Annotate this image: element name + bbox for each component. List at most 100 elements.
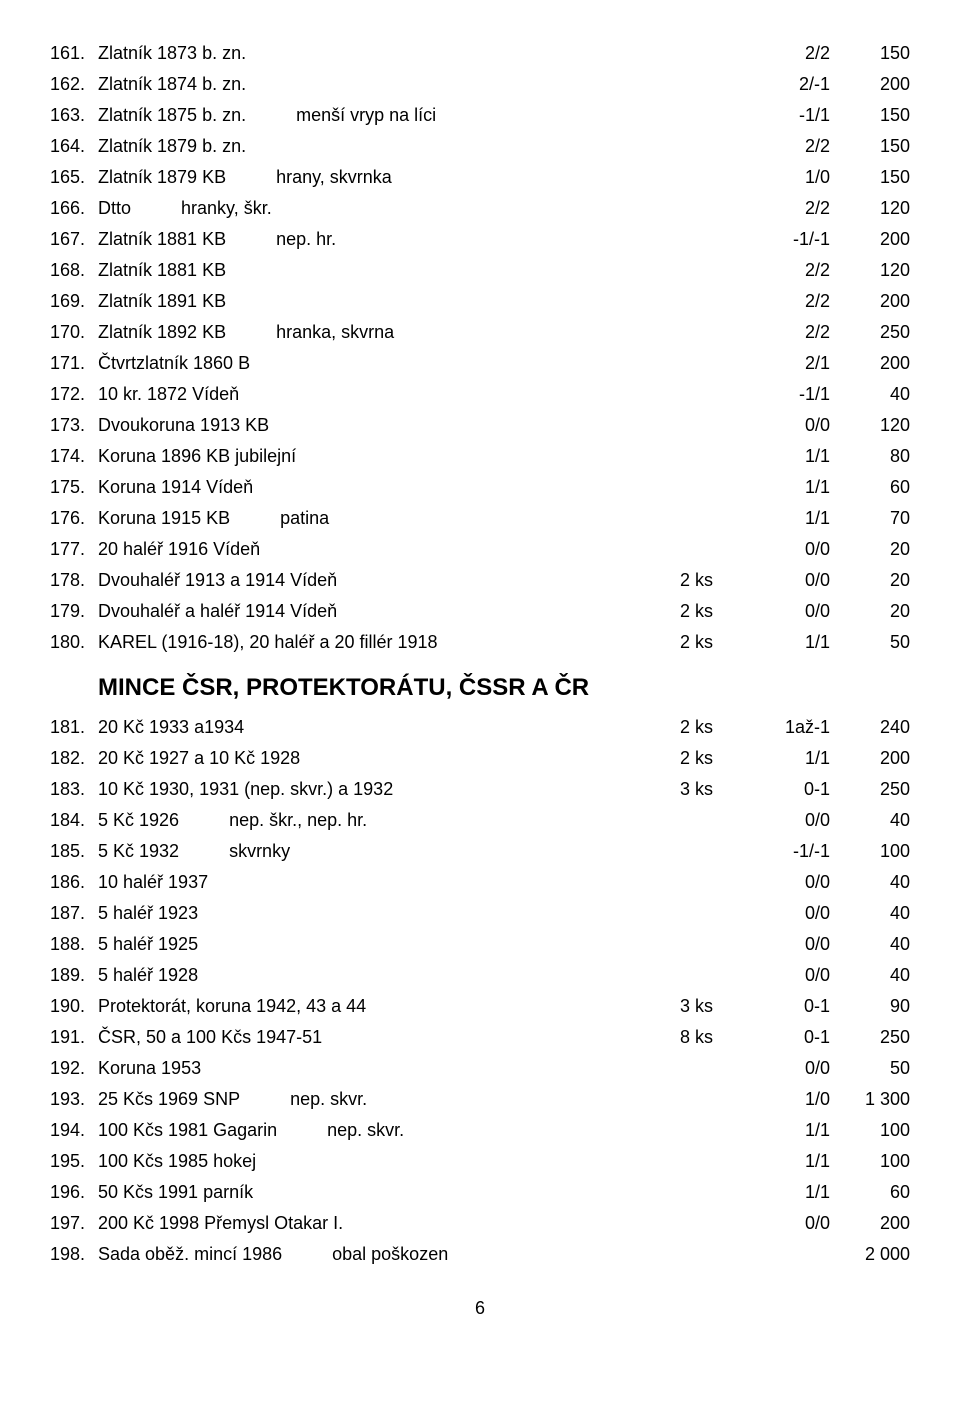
item-number: 183. [50, 776, 98, 803]
item-description: 100 Kčs 1985 hokej [98, 1148, 680, 1175]
item-extra-text: nep. skvr. [240, 1086, 680, 1113]
list-item: 164.Zlatník 1879 b. zn.2/2150 [50, 133, 910, 160]
item-condition: 2/2 [750, 288, 830, 315]
item-description: Zlatník 1879 KBhrany, skvrnka [98, 164, 680, 191]
list-item: 172.10 kr. 1872 Vídeň-1/140 [50, 381, 910, 408]
item-description: Koruna 1896 KB jubilejní [98, 443, 680, 470]
listing-block-2: 181.20 Kč 1933 a19342 ks1až-1240182.20 K… [50, 714, 910, 1268]
item-extra-text [208, 869, 680, 896]
item-price: 40 [830, 931, 910, 958]
item-number: 161. [50, 40, 98, 67]
item-description: 5 haléř 1925 [98, 931, 680, 958]
item-number: 185. [50, 838, 98, 865]
item-condition: 1/1 [750, 745, 830, 772]
item-price: 50 [830, 1055, 910, 1082]
item-extra-text [393, 776, 680, 803]
item-number: 176. [50, 505, 98, 532]
item-extra-text [260, 536, 680, 563]
list-item: 189.5 haléř 19280/040 [50, 962, 910, 989]
item-price: 240 [830, 714, 910, 741]
item-description: Dttohranky, škr. [98, 195, 680, 222]
item-main-text: Zlatník 1879 KB [98, 164, 226, 191]
item-price: 40 [830, 807, 910, 834]
item-condition: 2/2 [750, 257, 830, 284]
item-number: 171. [50, 350, 98, 377]
item-quantity: 2 ks [680, 567, 750, 594]
item-extra-text: skvrnky [179, 838, 680, 865]
list-item: 178.Dvouhaléř 1913 a 1914 Vídeň2 ks0/020 [50, 567, 910, 594]
item-condition: 1/1 [750, 1117, 830, 1144]
item-condition: 0/0 [750, 962, 830, 989]
item-extra-text: nep. skvr. [277, 1117, 680, 1144]
item-description: 20 Kč 1933 a1934 [98, 714, 680, 741]
item-main-text: Zlatník 1881 KB [98, 257, 226, 284]
item-condition: 0/0 [750, 807, 830, 834]
item-price: 200 [830, 288, 910, 315]
item-extra-text: menší vryp na líci [246, 102, 680, 129]
item-price: 40 [830, 962, 910, 989]
list-item: 161.Zlatník 1873 b. zn.2/2150 [50, 40, 910, 67]
item-description: 20 Kč 1927 a 10 Kč 1928 [98, 745, 680, 772]
list-item: 191.ČSR, 50 a 100 Kčs 1947-518 ks0-1250 [50, 1024, 910, 1051]
item-extra-text [226, 288, 680, 315]
item-condition: 0-1 [750, 1024, 830, 1051]
item-condition: 0/0 [750, 412, 830, 439]
item-description: 5 haléř 1923 [98, 900, 680, 927]
item-price: 250 [830, 776, 910, 803]
item-price: 40 [830, 900, 910, 927]
item-description: ČSR, 50 a 100 Kčs 1947-51 [98, 1024, 680, 1051]
item-main-text: KAREL (1916-18), 20 haléř a 20 fillér 19… [98, 629, 438, 656]
item-description: 200 Kč 1998 Přemysl Otakar I. [98, 1210, 680, 1237]
item-number: 197. [50, 1210, 98, 1237]
item-condition: 0/0 [750, 869, 830, 896]
item-condition: 0/0 [750, 1210, 830, 1237]
item-condition: 2/-1 [750, 71, 830, 98]
page-number: 6 [50, 1298, 910, 1319]
item-number: 177. [50, 536, 98, 563]
item-main-text: Čtvrtzlatník 1860 B [98, 350, 250, 377]
item-extra-text [337, 598, 680, 625]
list-item: 177.20 haléř 1916 Vídeň0/020 [50, 536, 910, 563]
item-description: 5 Kč 1926nep. škr., nep. hr. [98, 807, 680, 834]
item-number: 184. [50, 807, 98, 834]
item-main-text: 10 kr. 1872 Vídeň [98, 381, 239, 408]
item-number: 188. [50, 931, 98, 958]
item-number: 187. [50, 900, 98, 927]
item-main-text: 5 haléř 1928 [98, 962, 198, 989]
item-extra-text [322, 1024, 680, 1051]
item-extra-text: hrany, skvrnka [226, 164, 680, 191]
item-number: 181. [50, 714, 98, 741]
item-price: 80 [830, 443, 910, 470]
item-condition: 2/2 [750, 195, 830, 222]
item-extra-text [201, 1055, 680, 1082]
item-main-text: Koruna 1896 KB jubilejní [98, 443, 296, 470]
item-price: 40 [830, 869, 910, 896]
item-extra-text [300, 745, 680, 772]
item-number: 190. [50, 993, 98, 1020]
item-description: 100 Kčs 1981 Gagarinnep. skvr. [98, 1117, 680, 1144]
item-main-text: 25 Kčs 1969 SNP [98, 1086, 240, 1113]
item-number: 173. [50, 412, 98, 439]
item-main-text: Zlatník 1873 b. zn. [98, 40, 246, 67]
item-price: 120 [830, 257, 910, 284]
listing-block-1: 161.Zlatník 1873 b. zn.2/2150162.Zlatník… [50, 40, 910, 656]
item-extra-text [253, 474, 680, 501]
item-description: 25 Kčs 1969 SNPnep. skvr. [98, 1086, 680, 1113]
list-item: 181.20 Kč 1933 a19342 ks1až-1240 [50, 714, 910, 741]
list-item: 176.Koruna 1915 KBpatina1/170 [50, 505, 910, 532]
item-main-text: 5 Kč 1926 [98, 807, 179, 834]
item-description: 5 Kč 1932skvrnky [98, 838, 680, 865]
item-number: 172. [50, 381, 98, 408]
item-main-text: 20 Kč 1933 a1934 [98, 714, 244, 741]
item-condition: 0/0 [750, 900, 830, 927]
item-main-text: 20 haléř 1916 Vídeň [98, 536, 260, 563]
item-price: 100 [830, 1148, 910, 1175]
item-number: 196. [50, 1179, 98, 1206]
item-main-text: 5 haléř 1923 [98, 900, 198, 927]
item-extra-text: hranka, skvrna [226, 319, 680, 346]
item-number: 198. [50, 1241, 98, 1268]
item-description: Zlatník 1892 KBhranka, skvrna [98, 319, 680, 346]
item-price: 200 [830, 226, 910, 253]
item-description: Dvoukoruna 1913 KB [98, 412, 680, 439]
item-main-text: Zlatník 1892 KB [98, 319, 226, 346]
